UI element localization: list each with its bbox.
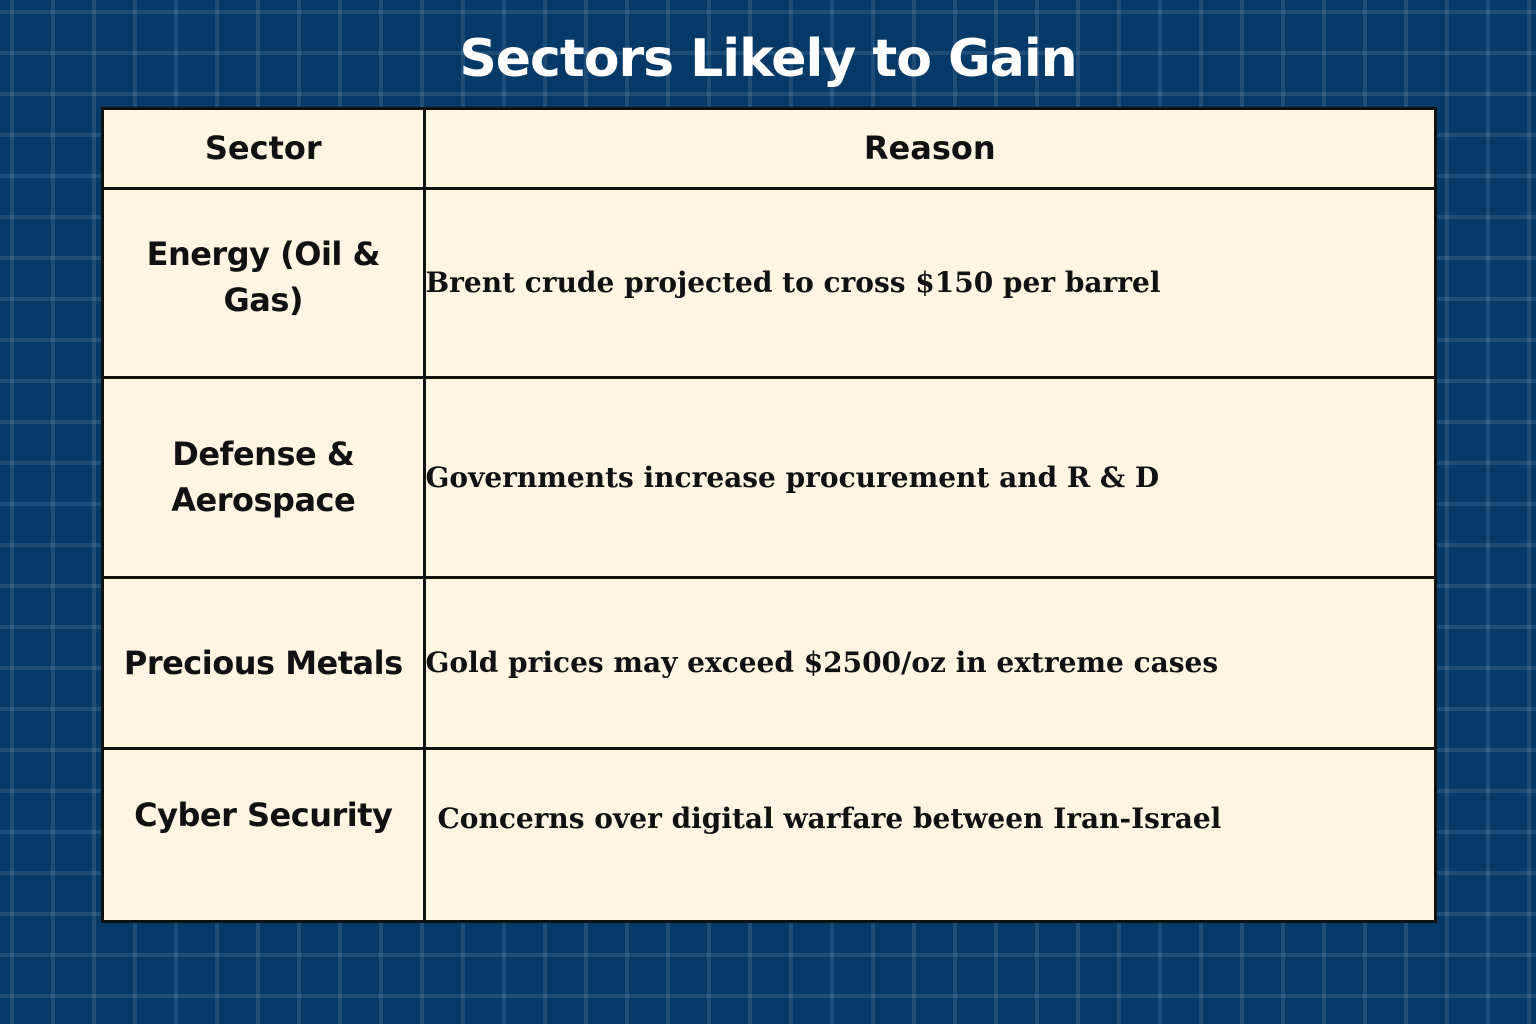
sector-cell: Cyber Security — [104, 746, 426, 920]
sector-cell: Precious Metals — [104, 575, 426, 750]
reason-cell: Governments increase procurement and R &… — [422, 375, 1434, 579]
reason-cell: Brent crude projected to cross $150 per … — [422, 186, 1434, 379]
reason-cell: Gold prices may exceed $2500/oz in extre… — [422, 575, 1434, 750]
page-title: Sectors Likely to Gain — [459, 29, 1077, 89]
table-row: Defense & Aerospace Governments increase… — [104, 375, 1434, 579]
sectors-table: Sector Reason Energy (Oil & Gas) Brent c… — [104, 110, 1434, 920]
column-header-reason: Reason — [422, 110, 1434, 190]
sector-cell: Energy (Oil & Gas) — [104, 186, 426, 379]
column-header-sector: Sector — [104, 110, 426, 190]
table-row: Cyber Security Concerns over digital war… — [104, 746, 1434, 920]
table-header-row: Sector Reason — [104, 110, 1434, 190]
table-row: Energy (Oil & Gas) Brent crude projected… — [104, 186, 1434, 379]
sector-cell: Defense & Aerospace — [104, 375, 426, 579]
reason-cell: Concerns over digital warfare between Ir… — [422, 746, 1434, 920]
table-row: Precious Metals Gold prices may exceed $… — [104, 575, 1434, 750]
sectors-table-container: Sector Reason Energy (Oil & Gas) Brent c… — [101, 107, 1437, 923]
